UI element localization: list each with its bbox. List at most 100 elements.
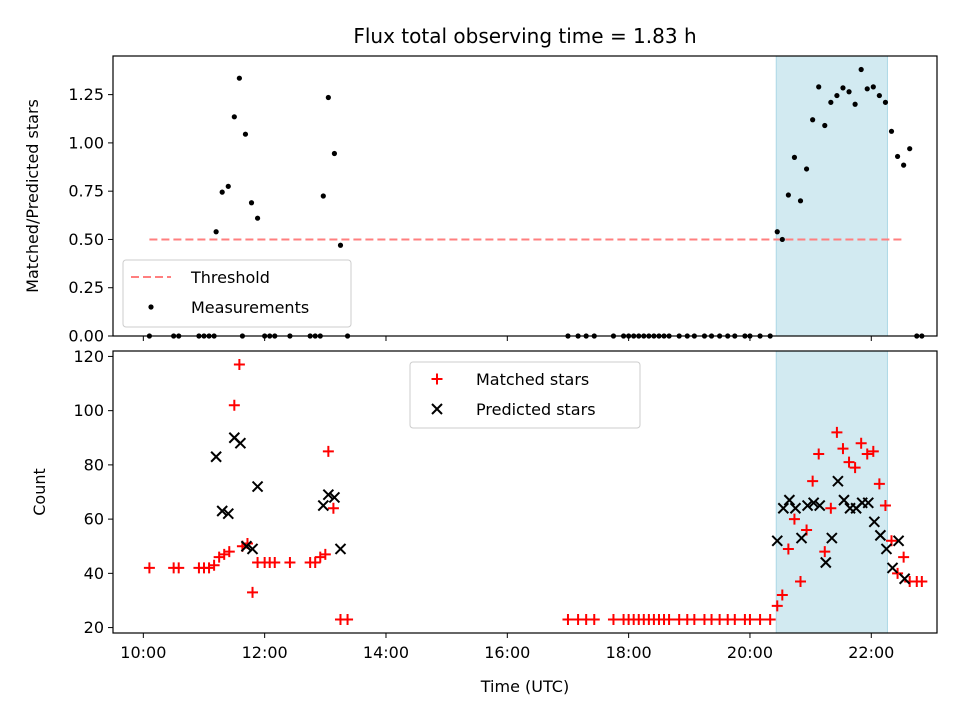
- predicted-star-point-0: [210, 451, 222, 463]
- measurement-point-10: [231, 114, 237, 120]
- predicted-star-point-7: [251, 480, 264, 493]
- measurement-point-76: [901, 162, 907, 168]
- matched-star-point-61: [807, 475, 819, 487]
- matched-star-point-0: [143, 562, 155, 574]
- ratio-y-tick-label: 1.00: [68, 133, 104, 152]
- measurement-point-73: [882, 99, 889, 105]
- predicted-star-point-8: [317, 499, 330, 512]
- predicted-star-point-1: [216, 505, 228, 517]
- predicted-star-point-12: [771, 535, 783, 547]
- count-x-tick-label: 16:00: [484, 643, 530, 662]
- predicted-star-point-20: [820, 556, 832, 569]
- count-y-tick-label: 20: [84, 618, 104, 637]
- matched-star-point-32: [607, 613, 619, 625]
- measurement-point-71: [870, 84, 876, 90]
- count-panel: 20 40 60 80 100 120 10:00 12:00 14:00 16:00 18:00 2…: [30, 347, 938, 696]
- measurement-point-7: [213, 229, 219, 235]
- predicted-star-point-14: [783, 494, 796, 506]
- matched-star-point-68: [849, 462, 861, 474]
- measurement-point-63: [822, 122, 828, 129]
- predicted-stars-legend-label: Predicted stars: [476, 400, 596, 419]
- predicted-star-point-30: [880, 543, 893, 555]
- measurement-point-56: [779, 236, 785, 243]
- measurement-point-66: [840, 85, 846, 91]
- matched-star-point-31: [588, 613, 600, 625]
- count-x-tick-label: 10:00: [120, 643, 166, 662]
- matched-star-point-52: [744, 613, 756, 625]
- matched-star-point-42: [663, 613, 675, 625]
- matched-star-point-69: [855, 437, 867, 449]
- count-x-tick-label: 18:00: [606, 643, 652, 662]
- predicted-star-point-16: [795, 532, 808, 544]
- predicted-star-point-11: [334, 543, 347, 555]
- count-x-tick-label: 22:00: [848, 643, 894, 662]
- measurement-point-72: [876, 92, 882, 99]
- matched-star-point-53: [754, 613, 766, 625]
- matched-star-point-6: [208, 559, 220, 571]
- matched-star-point-66: [837, 443, 849, 455]
- predicted-star-point-29: [874, 529, 887, 542]
- measurement-point-77: [907, 146, 913, 152]
- matched-star-point-54: [764, 613, 776, 625]
- predicted-star-point-32: [892, 535, 905, 547]
- measurement-point-8: [219, 189, 225, 195]
- matched-star-point-9: [223, 546, 235, 558]
- matched-star-point-62: [813, 448, 825, 460]
- observing-band: [775, 55, 888, 337]
- predicted-star-point-9: [322, 489, 335, 501]
- measurements-legend-swatch: [148, 304, 154, 310]
- matched-star-point-55: [771, 600, 783, 612]
- predicted-star-point-22: [832, 475, 844, 487]
- matched-star-point-50: [729, 613, 741, 625]
- predicted-star-point-18: [807, 497, 820, 509]
- predicted-star-point-23: [838, 494, 850, 506]
- matched-star-point-19: [284, 557, 296, 568]
- matched-star-point-73: [879, 500, 891, 512]
- measurement-point-67: [846, 89, 852, 95]
- count-y-axis-title: Count: [30, 468, 49, 516]
- measurement-point-24: [325, 94, 331, 101]
- measurement-point-75: [894, 153, 901, 160]
- observing-band: [775, 350, 888, 634]
- predicted-star-point-21: [826, 532, 838, 544]
- matched-star-point-70: [861, 448, 873, 460]
- ratio-y-tick-label: 0.00: [68, 327, 104, 346]
- measurement-point-15: [254, 215, 261, 221]
- measurements-legend-label: Measurements: [191, 298, 309, 317]
- measurement-point-70: [864, 86, 870, 92]
- measurement-point-26: [337, 242, 344, 248]
- matched-star-point-45: [688, 613, 700, 625]
- count-x-axis-title: Time (UTC): [480, 677, 569, 696]
- matched-star-point-58: [788, 513, 800, 525]
- matched-star-point-27: [342, 613, 354, 625]
- measurement-point-59: [797, 198, 804, 204]
- measurement-point-58: [791, 154, 798, 160]
- measurement-point-62: [816, 84, 822, 90]
- predicted-star-point-31: [886, 562, 899, 574]
- predicted-star-point-6: [246, 543, 259, 555]
- predicted-star-point-28: [868, 516, 881, 528]
- ratio-y-axis-title: Matched/Predicted stars: [23, 99, 42, 293]
- predicted-star-point-13: [777, 502, 790, 514]
- measurement-point-11: [236, 75, 242, 81]
- matched-star-point-28: [562, 613, 574, 625]
- ratio-y-tick-label: 0.75: [68, 182, 104, 201]
- ratio-legend-box: [122, 259, 352, 328]
- predicted-star-point-10: [328, 491, 341, 504]
- measurement-point-14: [248, 200, 255, 206]
- count-y-tick-label: 60: [84, 510, 104, 529]
- predicted-star-point-4: [234, 437, 247, 449]
- ratio-y-tick-label: 1.25: [68, 85, 104, 104]
- predicted-star-point-2: [222, 507, 234, 520]
- measurement-point-74: [888, 128, 895, 134]
- matched-star-point-56: [776, 589, 788, 601]
- predicted-star-point-19: [814, 499, 826, 512]
- measurement-point-65: [834, 92, 840, 99]
- count-x-tick-label: 12:00: [242, 643, 288, 662]
- matched-star-point-23: [319, 548, 331, 560]
- ratio-y-tick-label: 0.50: [68, 230, 104, 249]
- matched-star-point-10: [228, 399, 240, 411]
- count-y-tick-label: 80: [84, 455, 104, 474]
- count-x-tick-label: 14:00: [363, 643, 409, 662]
